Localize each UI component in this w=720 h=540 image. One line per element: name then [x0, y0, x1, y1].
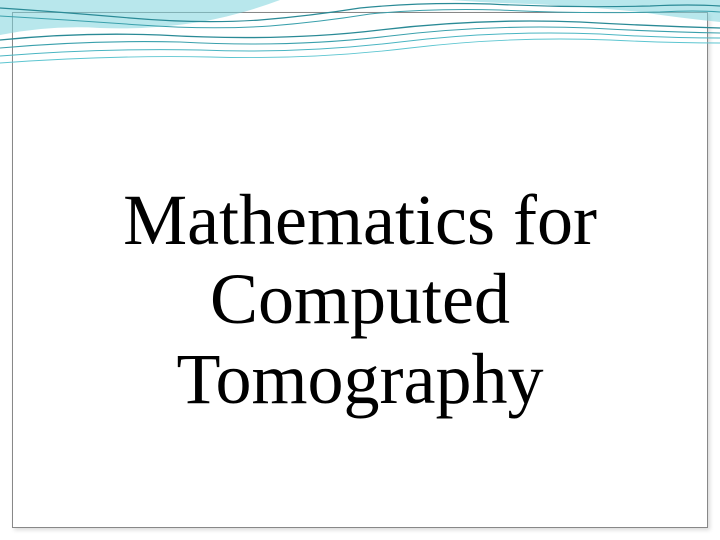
wave-decoration [0, 0, 720, 90]
wave-svg [0, 0, 720, 120]
slide-title: Mathematics for Computed Tomography [40, 181, 680, 419]
wave-line-3 [0, 33, 720, 56]
title-container: Mathematics for Computed Tomography [40, 120, 680, 480]
wave-line-2 [0, 27, 720, 48]
wave-line-4 [0, 39, 720, 63]
wave-fill-left [0, 0, 280, 35]
